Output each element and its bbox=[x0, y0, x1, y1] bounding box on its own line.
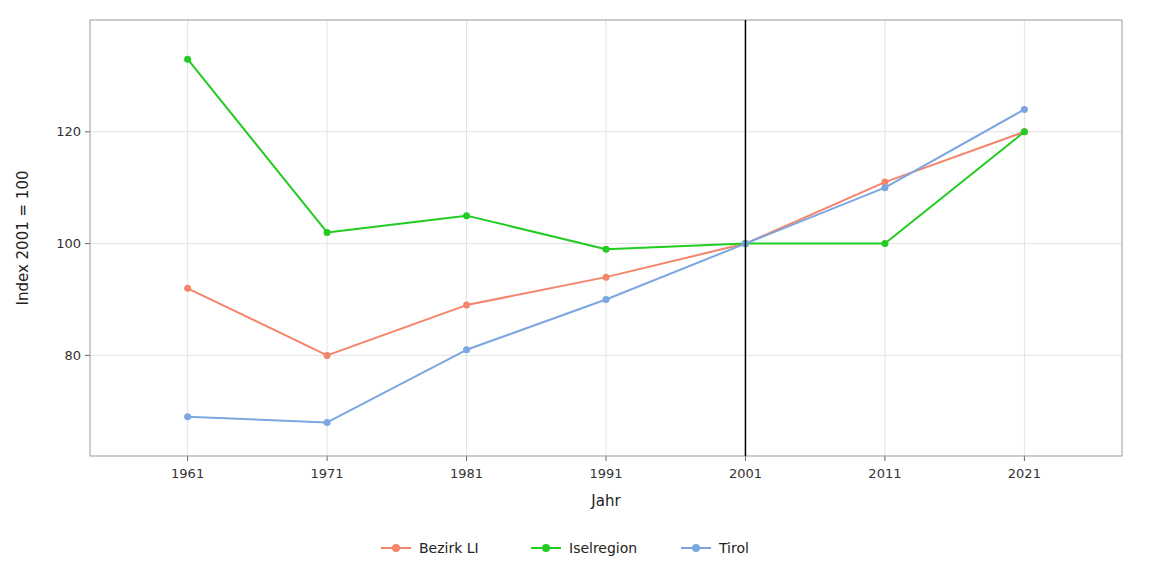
x-axis-label: Jahr bbox=[590, 492, 621, 510]
legend-marker bbox=[542, 544, 550, 552]
axes: 1961 1971 1981 1991 2001 2011 2021 80 100 120 bbox=[56, 124, 1041, 481]
point bbox=[463, 346, 470, 353]
tick-y bbox=[85, 243, 90, 244]
point bbox=[463, 302, 470, 309]
data-area bbox=[184, 20, 1028, 456]
grid-line-y bbox=[90, 355, 1122, 356]
tick-y bbox=[85, 131, 90, 132]
point bbox=[184, 285, 191, 292]
point bbox=[1021, 128, 1028, 135]
grid-line-x bbox=[187, 20, 188, 456]
point bbox=[463, 212, 470, 219]
legend-label: Bezirk LI bbox=[419, 540, 479, 556]
reference-line bbox=[745, 20, 747, 456]
chart-container: 1961 1971 1981 1991 2001 2011 2021 80 100 120 Jahr… bbox=[0, 0, 1152, 576]
grid-line-x bbox=[606, 20, 607, 456]
point bbox=[184, 56, 191, 63]
tick-label-x: 2011 bbox=[868, 466, 901, 481]
plot-background bbox=[90, 20, 1122, 456]
tick-x bbox=[187, 456, 188, 461]
legend-label: Iselregion bbox=[569, 540, 637, 556]
series bbox=[184, 106, 1028, 426]
tick-x bbox=[1024, 456, 1025, 461]
series-line bbox=[188, 59, 1025, 249]
legend-marker bbox=[392, 544, 400, 552]
grid-line-x bbox=[327, 20, 328, 456]
point bbox=[1021, 106, 1028, 113]
point bbox=[603, 296, 610, 303]
grid-line-x bbox=[1024, 20, 1025, 456]
tick-x bbox=[884, 456, 885, 461]
plot-frame bbox=[90, 20, 1122, 456]
grid-line-x bbox=[884, 20, 885, 456]
point bbox=[324, 229, 331, 236]
series-line bbox=[188, 109, 1025, 422]
series bbox=[184, 56, 1028, 253]
point bbox=[881, 184, 888, 191]
tick-label-x: 1961 bbox=[171, 466, 204, 481]
tick-y bbox=[85, 355, 90, 356]
point bbox=[324, 419, 331, 426]
point bbox=[324, 352, 331, 359]
point bbox=[603, 274, 610, 281]
tick-label-y: 80 bbox=[64, 348, 81, 363]
grid-line-x bbox=[466, 20, 467, 456]
y-axis-label: Index 2001 = 100 bbox=[14, 171, 32, 306]
tick-label-x: 1991 bbox=[589, 466, 622, 481]
tick-x bbox=[466, 456, 467, 461]
tick-x bbox=[606, 456, 607, 461]
point bbox=[603, 246, 610, 253]
grid-line-x bbox=[745, 20, 746, 456]
series bbox=[184, 128, 1028, 359]
point bbox=[184, 413, 191, 420]
tick-label-x: 1971 bbox=[311, 466, 344, 481]
series-line bbox=[188, 132, 1025, 356]
tick-x bbox=[745, 456, 746, 461]
point bbox=[881, 240, 888, 247]
tick-label-x: 2021 bbox=[1008, 466, 1041, 481]
grid-line-y bbox=[90, 243, 1122, 244]
legend-marker bbox=[692, 544, 700, 552]
legend-label: Tirol bbox=[718, 540, 749, 556]
chart: 1961 1971 1981 1991 2001 2011 2021 80 100 120 Jahr… bbox=[0, 0, 1152, 576]
tick-label-y: 100 bbox=[56, 236, 81, 251]
grid bbox=[90, 20, 1122, 456]
point bbox=[1021, 128, 1028, 135]
legend: Bezirk LI Iselregion Tirol bbox=[381, 540, 749, 556]
tick-x bbox=[327, 456, 328, 461]
tick-label-x: 2001 bbox=[729, 466, 762, 481]
tick-label-y: 120 bbox=[56, 124, 81, 139]
tick-label-x: 1981 bbox=[450, 466, 483, 481]
